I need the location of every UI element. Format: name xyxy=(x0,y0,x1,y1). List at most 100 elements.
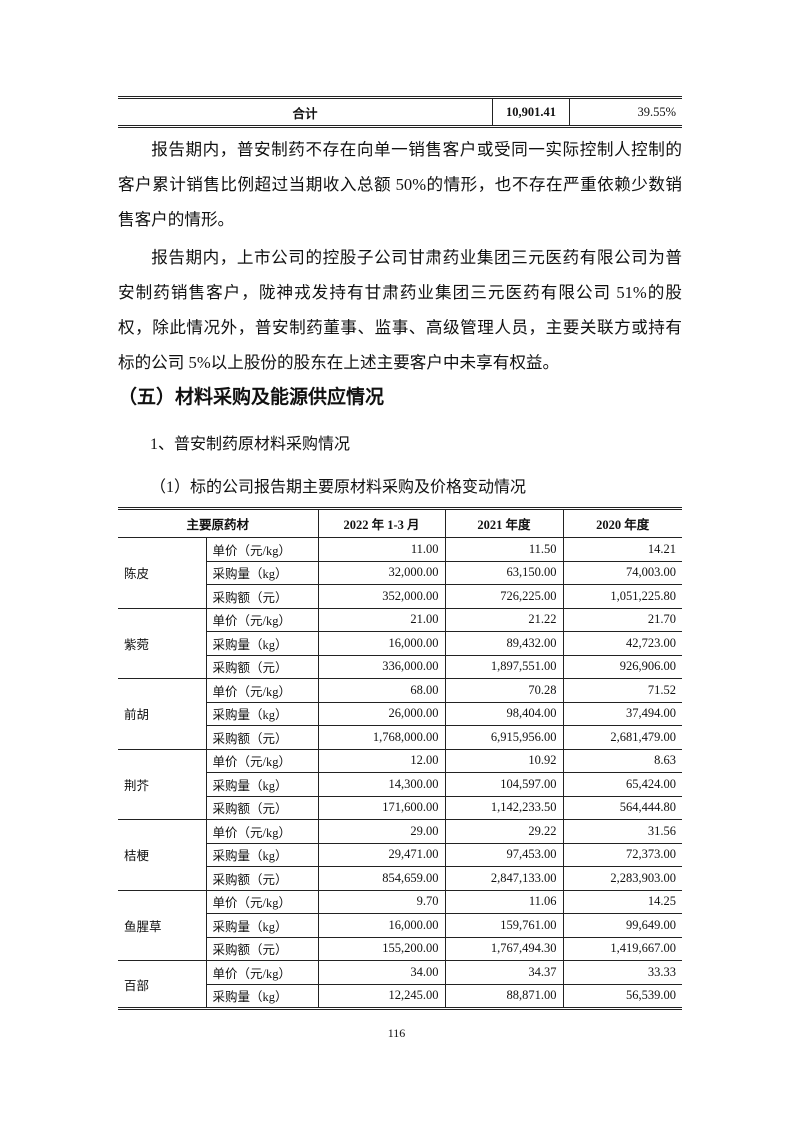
metric-label: 单价（元/kg） xyxy=(205,889,319,914)
metric-label: 采购额（元） xyxy=(206,866,319,891)
value-cell: 11.50 xyxy=(444,537,564,562)
header-cell: 主要原药材 xyxy=(118,508,319,538)
value-cell: 1,051,225.80 xyxy=(562,584,682,609)
metric-label: 采购额（元） xyxy=(206,795,319,820)
subheading-2: （1）标的公司报告期主要原材料采购及价格变动情况 xyxy=(150,479,527,496)
value-cell: 89,432.00 xyxy=(444,631,564,656)
metric-label: 采购量（kg） xyxy=(206,631,319,656)
table-row: 桔梗 单价（元/kg） 29.00 29.22 31.56 xyxy=(118,819,682,891)
value-cell: 14.21 xyxy=(562,537,682,562)
metric-label: 单价（元/kg） xyxy=(205,607,319,632)
value-cell: 97,453.00 xyxy=(444,842,564,867)
table-row: 采购额（元） 171,600.00 1,142,233.50 564,444.80 xyxy=(118,795,682,820)
value-cell: 1,419,667.00 xyxy=(562,936,682,961)
table-row: 采购量（kg） 12,245.00 88,871.00 56,539.00 xyxy=(118,983,682,1009)
header-cell: 2021 年度 xyxy=(444,508,564,538)
value-cell: 42,723.00 xyxy=(562,631,682,656)
value-cell: 1,142,233.50 xyxy=(444,795,564,820)
value-cell: 16,000.00 xyxy=(317,913,446,938)
value-cell: 32,000.00 xyxy=(317,560,446,585)
table-row: 采购量（kg） 26,000.00 98,404.00 37,494.00 xyxy=(118,701,682,726)
purchase-table: 主要原药材 2022 年 1-3 月 2021 年度 2020 年度 陈皮 单价（元/kg… xyxy=(118,507,682,1010)
material-name: 鱼腥草 xyxy=(118,889,207,961)
value-cell: 10.92 xyxy=(444,748,564,773)
value-cell: 21.70 xyxy=(562,607,682,632)
metric-label: 采购量（kg） xyxy=(206,983,319,1009)
value-cell: 2,681,479.00 xyxy=(562,725,682,750)
value-cell: 71.52 xyxy=(562,678,682,703)
value-cell: 11.06 xyxy=(444,889,564,914)
value-cell: 74,003.00 xyxy=(562,560,682,585)
value-cell: 29,471.00 xyxy=(317,842,446,867)
value-cell: 34.00 xyxy=(317,960,446,985)
material-name: 陈皮 xyxy=(118,537,207,609)
value-cell: 16,000.00 xyxy=(317,631,446,656)
value-cell: 63,150.00 xyxy=(444,560,564,585)
value-cell: 14.25 xyxy=(562,889,682,914)
subheading-1: 1、普安制药原材料采购情况 xyxy=(150,436,351,453)
value-cell: 6,915,956.00 xyxy=(444,725,564,750)
section-heading: （五）材料采购及能源供应情况 xyxy=(118,386,385,408)
metric-label: 采购额（元） xyxy=(206,936,319,961)
value-cell: 11.00 xyxy=(317,537,446,562)
value-cell: 21.00 xyxy=(317,607,446,632)
value-cell: 26,000.00 xyxy=(317,701,446,726)
metric-label: 采购量（kg） xyxy=(206,842,319,867)
material-name: 桔梗 xyxy=(118,819,207,891)
paragraph-1: 报告期内，普安制药不存在向单一销售客户或受同一实际控制人控制的客户累计销售比例超… xyxy=(118,140,682,229)
table-row: 百部 单价（元/kg） 34.00 34.37 33.33 xyxy=(118,960,682,1009)
page-number: 116 xyxy=(387,1026,406,1040)
metric-label: 单价（元/kg） xyxy=(205,960,319,985)
material-name: 前胡 xyxy=(118,678,207,750)
value-cell: 98,404.00 xyxy=(444,701,564,726)
metric-label: 单价（元/kg） xyxy=(205,537,319,562)
value-cell: 14,300.00 xyxy=(317,772,446,797)
metric-label: 采购量（kg） xyxy=(206,913,319,938)
value-cell: 12,245.00 xyxy=(317,983,446,1009)
metric-label: 采购额（元） xyxy=(206,654,319,679)
value-cell: 65,424.00 xyxy=(562,772,682,797)
value-cell: 34.37 xyxy=(444,960,564,985)
metric-label: 采购量（kg） xyxy=(206,701,319,726)
value-cell: 21.22 xyxy=(444,607,564,632)
material-name: 紫菀 xyxy=(118,607,207,679)
value-cell: 2,847,133.00 xyxy=(444,866,564,891)
total-table: 合计 10,901.41 39.55% xyxy=(118,96,682,128)
value-cell: 2,283,903.00 xyxy=(562,866,682,891)
value-cell: 37,494.00 xyxy=(562,701,682,726)
value-cell: 33.33 xyxy=(562,960,682,985)
table-row: 采购额（元） 854,659.00 2,847,133.00 2,283,903.00 xyxy=(118,866,682,891)
table-row: 荆芥 单价（元/kg） 12.00 10.92 8.63 xyxy=(118,748,682,820)
metric-label: 采购量（kg） xyxy=(206,560,319,585)
total-label: 合计 xyxy=(118,97,493,127)
value-cell: 12.00 xyxy=(317,748,446,773)
metric-label: 采购量（kg） xyxy=(206,772,319,797)
value-cell: 854,659.00 xyxy=(317,866,446,891)
table-row: 紫菀 单价（元/kg） 21.00 21.22 21.70 xyxy=(118,607,682,679)
value-cell: 99,649.00 xyxy=(562,913,682,938)
table-row: 采购额（元） 336,000.00 1,897,551.00 926,906.00 xyxy=(118,654,682,679)
material-name: 百部 xyxy=(118,960,207,1009)
value-cell: 352,000.00 xyxy=(317,584,446,609)
table-row: 陈皮 单价（元/kg） 11.00 11.50 14.21 xyxy=(118,537,682,609)
value-cell: 31.56 xyxy=(562,819,682,844)
value-cell: 70.28 xyxy=(444,678,564,703)
value-cell: 171,600.00 xyxy=(317,795,446,820)
value-cell: 1,767,494.30 xyxy=(444,936,564,961)
value-cell: 155,200.00 xyxy=(317,936,446,961)
value-cell: 336,000.00 xyxy=(317,654,446,679)
value-cell: 9.70 xyxy=(317,889,446,914)
value-cell: 159,761.00 xyxy=(444,913,564,938)
value-cell: 1,897,551.00 xyxy=(444,654,564,679)
metric-label: 单价（元/kg） xyxy=(205,819,319,844)
table-row: 采购量（kg） 16,000.00 89,432.00 42,723.00 xyxy=(118,631,682,656)
value-cell: 72,373.00 xyxy=(562,842,682,867)
table-row: 前胡 单价（元/kg） 68.00 70.28 71.52 xyxy=(118,678,682,750)
total-percent: 39.55% xyxy=(569,97,682,127)
total-row: 合计 10,901.41 39.55% xyxy=(118,97,682,127)
value-cell: 29.22 xyxy=(444,819,564,844)
value-cell: 8.63 xyxy=(562,748,682,773)
value-cell: 564,444.80 xyxy=(562,795,682,820)
value-cell: 1,768,000.00 xyxy=(317,725,446,750)
table-row: 采购额（元） 352,000.00 726,225.00 1,051,225.80 xyxy=(118,584,682,609)
